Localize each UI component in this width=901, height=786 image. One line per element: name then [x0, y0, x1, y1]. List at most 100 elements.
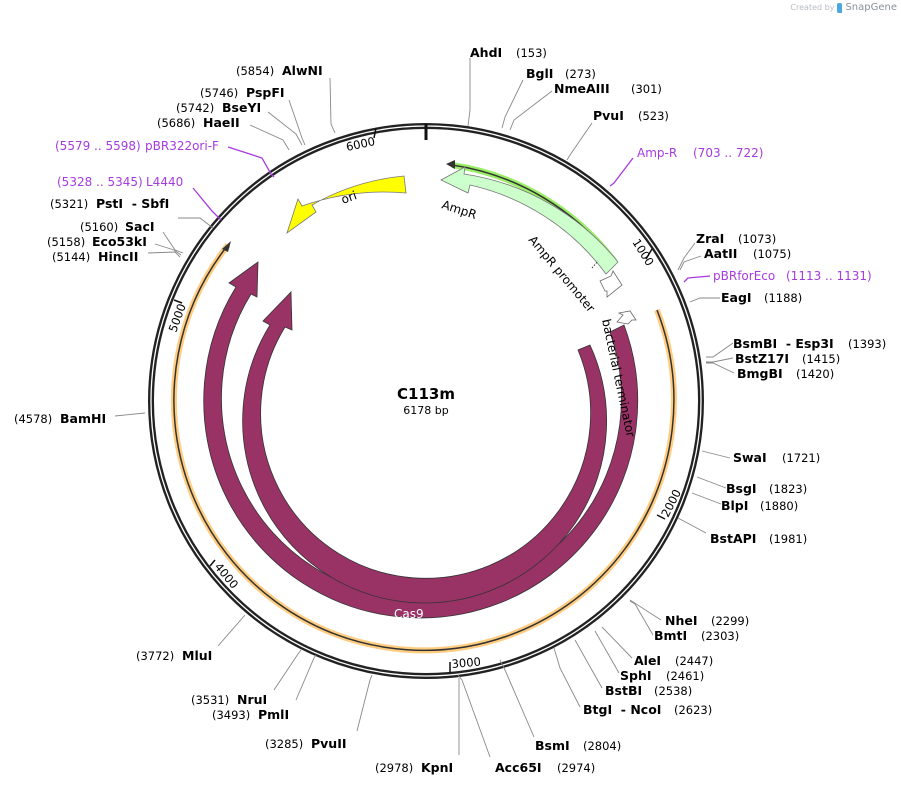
enzyme-pos: (3285) — [265, 737, 303, 751]
enzyme-pos: (5321) — [50, 197, 88, 211]
enzyme-name: HaeII — [203, 115, 240, 130]
enzyme-name: HincII — [98, 249, 138, 264]
primer-pbrforeco-name: pBRforEco — [713, 269, 775, 283]
enzyme-pos: (2299) — [711, 614, 749, 628]
enzyme-name: AlwNI — [282, 63, 323, 78]
enzyme-name: NheI — [665, 613, 698, 628]
enzyme-pos: (1823) — [769, 482, 807, 496]
enzyme-pos: (5746) — [200, 86, 238, 100]
enzyme-pos: (2804) — [583, 739, 621, 753]
enzyme-name: AatII — [704, 246, 737, 261]
ampr-promoter-feature: AmpR promoter — [526, 233, 623, 315]
primer-l4440-pos: (5328 .. 5345) — [57, 175, 143, 189]
enzyme-name: Eco53kI — [92, 234, 147, 249]
enzyme-name: EagI — [721, 290, 752, 305]
enzyme-name: PstI - SbfI — [96, 196, 169, 211]
ampr-label: AmpR — [440, 198, 478, 222]
enzyme-name: BsmBI - Esp3I — [733, 336, 834, 351]
cas9-outer-label: Cas9 — [394, 607, 424, 621]
enzyme-pos: (523) — [638, 109, 669, 123]
enzyme-name: BseYI — [222, 100, 261, 115]
enzyme-leaders — [114, 58, 735, 758]
enzyme-name: MluI — [182, 648, 212, 663]
enzyme-pos: (153) — [516, 46, 547, 60]
enzyme-name: BlpI — [721, 498, 748, 513]
primer-pbr322ori-name: pBR322ori-F — [145, 139, 219, 153]
enzyme-pos: (3493) — [212, 708, 250, 722]
snapgene-logo-icon — [837, 2, 843, 13]
ori-label: ori — [339, 188, 358, 206]
enzyme-name: SphI — [620, 668, 652, 683]
enzyme-pos: (1981) — [769, 532, 807, 546]
enzyme-name: BsgI — [726, 481, 757, 496]
enzyme-pos: (1075) — [753, 247, 791, 261]
enzyme-name: PspFI — [246, 85, 285, 100]
enzyme-name: PmlI — [258, 707, 289, 722]
enzyme-name: SacI — [125, 219, 155, 234]
primer-pbrforeco-pos: (1113 .. 1131) — [786, 269, 872, 283]
enzyme-name: BtgI - NcoI — [583, 702, 661, 717]
enzyme-pos: (273) — [565, 67, 596, 81]
enzyme-pos: (5742) — [176, 101, 214, 115]
enzyme-name: AhdI — [470, 45, 502, 60]
enzyme-pos: (1420) — [796, 367, 834, 381]
enzyme-name: BglI — [526, 66, 553, 81]
enzyme-name: PvuI — [593, 108, 624, 123]
credit-prefix: Created by — [790, 3, 835, 12]
enzyme-name: SwaI — [733, 450, 767, 465]
enzyme-name: KpnI — [421, 760, 453, 775]
primer-amp-r-name: Amp-R — [637, 146, 677, 160]
enzyme-pos: (2461) — [666, 669, 704, 683]
cas9-orf-arrow — [170, 241, 677, 654]
tick-3000: 3000 — [451, 654, 481, 670]
enzyme-pos: (4578) — [14, 412, 52, 426]
enzyme-pos: (2447) — [675, 654, 713, 668]
tick-6000: 6000 — [345, 134, 377, 154]
plasmid-name: C113m — [397, 385, 455, 403]
enzyme-pos: (5686) — [157, 116, 195, 130]
ori-feature: ori — [286, 175, 407, 235]
primer-pbr322ori-pos: (5579 .. 5598) — [55, 139, 141, 153]
enzyme-pos: (2974) — [557, 761, 595, 775]
cas9-inner-feature: Cas9 — [242, 291, 608, 604]
cas9-inner-label: Cas9 — [389, 562, 419, 576]
enzyme-pos: (1880) — [760, 499, 798, 513]
enzyme-pos: (1721) — [782, 451, 820, 465]
enzyme-name: AleI — [634, 653, 661, 668]
enzyme-name: BsmI — [535, 738, 570, 753]
enzyme-pos: (3772) — [136, 649, 174, 663]
enzyme-name: BamHI — [60, 411, 106, 426]
enzyme-name: Acc65I — [495, 760, 542, 775]
snapgene-credit: Created by SnapGene — [790, 2, 897, 13]
enzyme-pos: (2623) — [674, 703, 712, 717]
enzyme-name: NmeAIII — [554, 81, 610, 96]
enzyme-pos: (5144) — [52, 250, 90, 264]
enzyme-name: PvuII — [311, 736, 347, 751]
enzymes-right: AhdI (153) BglI (273) NmeAIII (301) PvuI… — [470, 45, 886, 775]
enzyme-name: BstAPI — [710, 531, 756, 546]
enzyme-name: BstZ17I — [735, 351, 789, 366]
plasmid-length: 6178 bp — [403, 404, 448, 417]
enzyme-pos: (2538) — [654, 684, 692, 698]
enzyme-pos: (301) — [631, 82, 662, 96]
primer-amp-r-pos: (703 .. 722) — [693, 146, 763, 160]
enzyme-name: ZraI — [696, 231, 724, 246]
enzyme-pos: (1188) — [764, 291, 802, 305]
credit-brand: SnapGene — [845, 2, 897, 13]
enzyme-pos: (1415) — [802, 352, 840, 366]
enzyme-pos: (5160) — [80, 220, 118, 234]
enzyme-name: BstBI — [605, 683, 642, 698]
enzyme-name: BmgBI — [737, 366, 783, 381]
enzyme-pos: (3531) — [191, 693, 229, 707]
enzyme-pos: (5854) — [236, 64, 274, 78]
primer-markers — [192, 146, 711, 283]
enzyme-pos: (5158) — [47, 235, 85, 249]
enzyme-pos: (2978) — [375, 761, 413, 775]
enzyme-name: BmtI — [654, 628, 687, 643]
enzyme-pos: (1073) — [738, 232, 776, 246]
enzyme-pos: (1393) — [848, 337, 886, 351]
primer-l4440-name: L4440 — [146, 175, 183, 189]
enzyme-name: NruI — [237, 692, 267, 707]
enzyme-pos: (2303) — [701, 629, 739, 643]
